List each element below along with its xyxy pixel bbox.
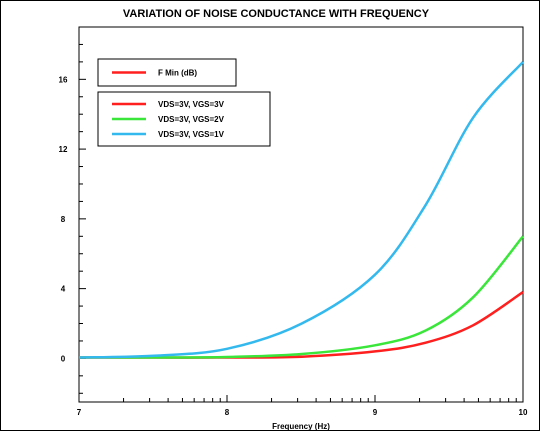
x-tick-label: 9 [373,408,378,417]
legend-label: F Min (dB) [158,69,197,78]
legend-box: F Min (dB) [98,59,236,86]
y-tick-label: 4 [61,285,66,294]
legend-label: VDS=3V, VGS=1V [158,130,225,139]
y-tick-label: 12 [59,145,68,154]
y-tick-label: 0 [61,354,66,363]
x-tick-label: 10 [519,408,528,417]
chart-title: VARIATION OF NOISE CONDUCTANCE WITH FREQ… [123,8,430,20]
x-tick-label: 7 [77,408,82,417]
x-tick-label: 8 [225,408,230,417]
legend-box: VDS=3V, VGS=3V VDS=3V, VGS=2V VDS=3V, VGS=… [98,92,270,146]
legend-label: VDS=3V, VGS=2V [158,115,225,124]
y-tick-label: 16 [59,75,68,84]
x-axis-title: Frequency (Hz) [272,422,330,431]
y-tick-label: 8 [61,215,66,224]
legend-label: VDS=3V, VGS=3V [158,100,225,109]
